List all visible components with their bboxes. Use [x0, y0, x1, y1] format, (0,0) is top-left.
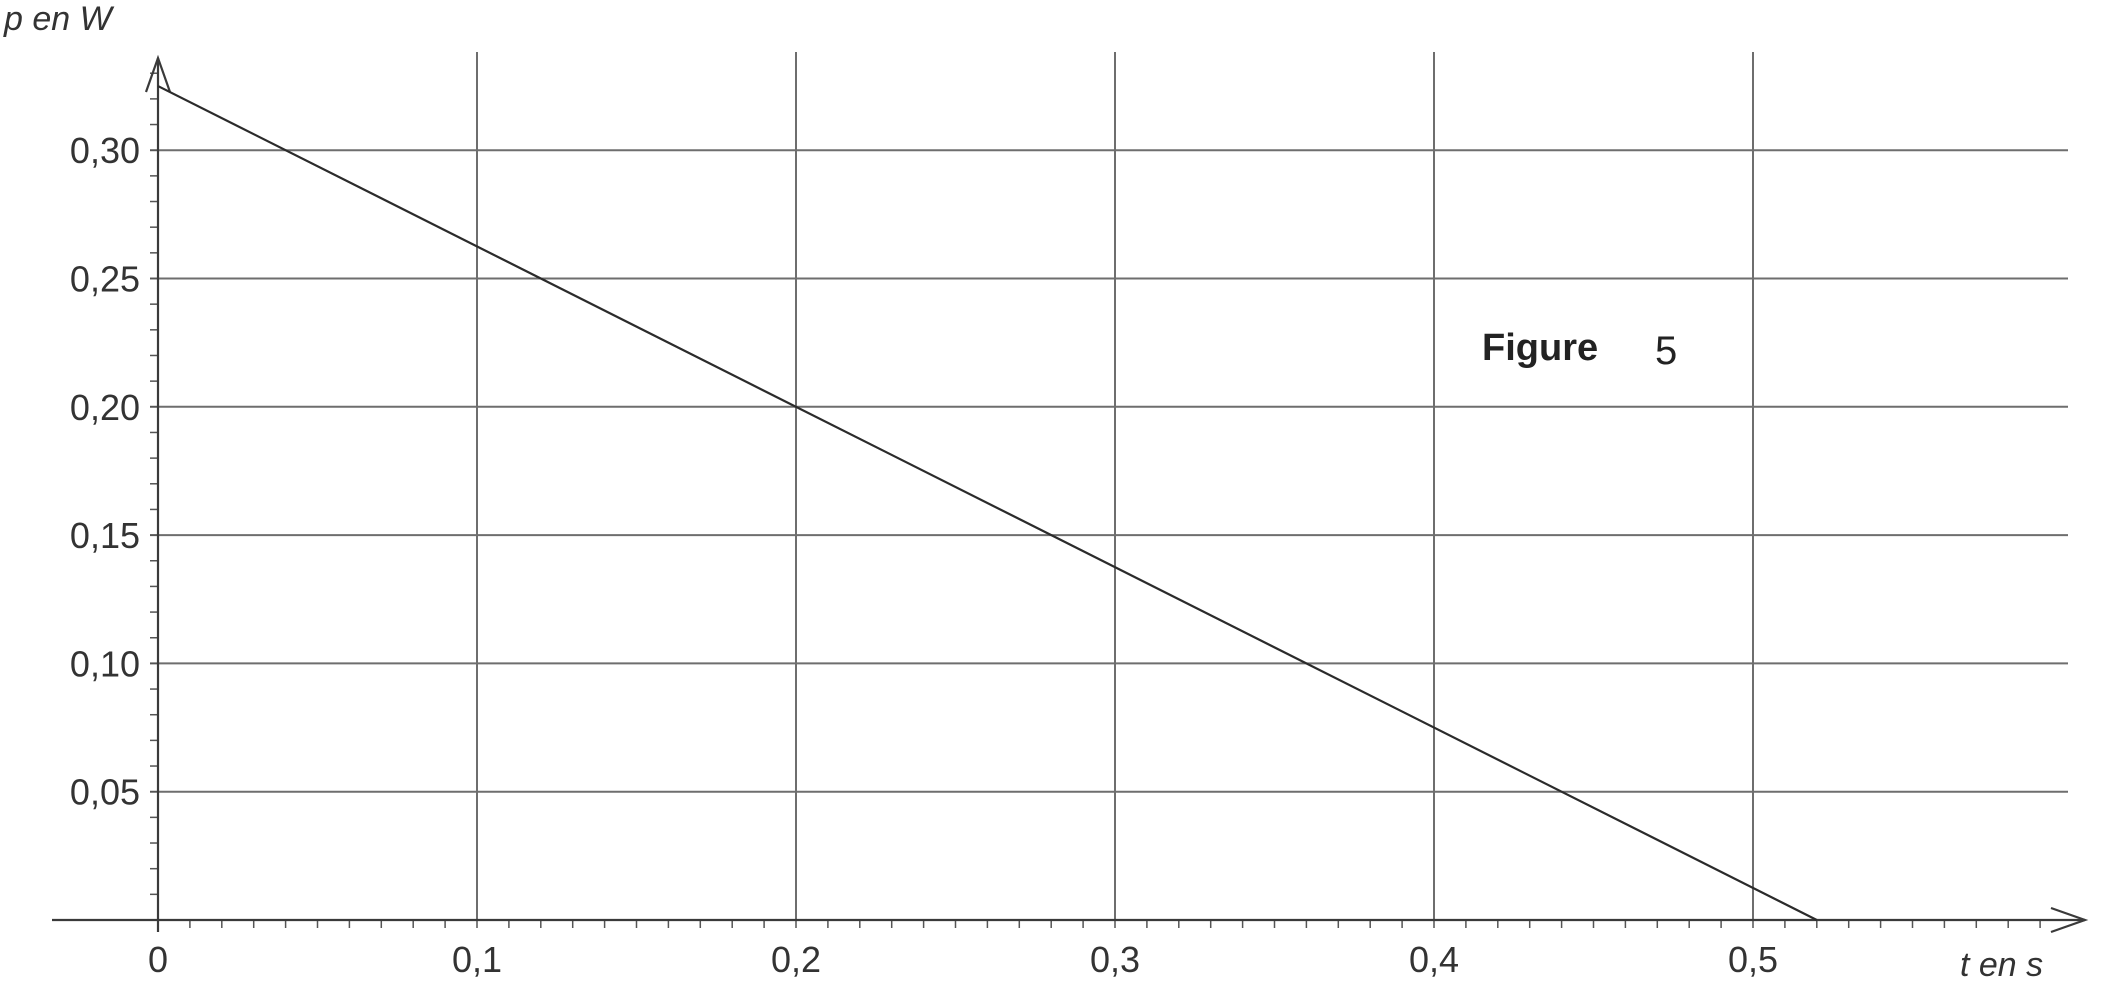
figure-annotation-number: 5 — [1655, 329, 1677, 373]
y-axis-arrow — [144, 54, 172, 93]
tick-labels: 0 0,1 0,2 0,3 0,4 0,5 0,05 0,10 0,15 0,20 0,25 0,30 — [70, 130, 1778, 980]
y-tick-label: 0,30 — [70, 130, 140, 171]
x-tick-label: 0,5 — [1728, 939, 1778, 980]
x-tick-label: 0 — [148, 939, 168, 980]
grid — [150, 52, 2068, 920]
x-tick-label: 0,1 — [452, 939, 502, 980]
x-tick-label: 0,4 — [1409, 939, 1459, 980]
y-tick-label: 0,15 — [70, 515, 140, 556]
series-line — [157, 85, 1818, 921]
series — [157, 85, 1818, 921]
y-tick-label: 0,05 — [70, 772, 140, 813]
x-tick-label: 0,2 — [771, 939, 821, 980]
minor-ticks — [150, 72, 2041, 928]
x-axis-arrow — [2050, 906, 2089, 934]
y-tick-label: 0,20 — [70, 387, 140, 428]
axes — [52, 54, 2089, 934]
y-tick-label: 0,10 — [70, 643, 140, 684]
x-axis-title: t en s — [1960, 946, 2043, 984]
x-tick-label: 0,3 — [1090, 939, 1140, 980]
figure-annotation-word: Figure — [1482, 327, 1598, 369]
y-tick-label: 0,25 — [70, 259, 140, 300]
y-axis-title: p en W — [3, 0, 115, 38]
